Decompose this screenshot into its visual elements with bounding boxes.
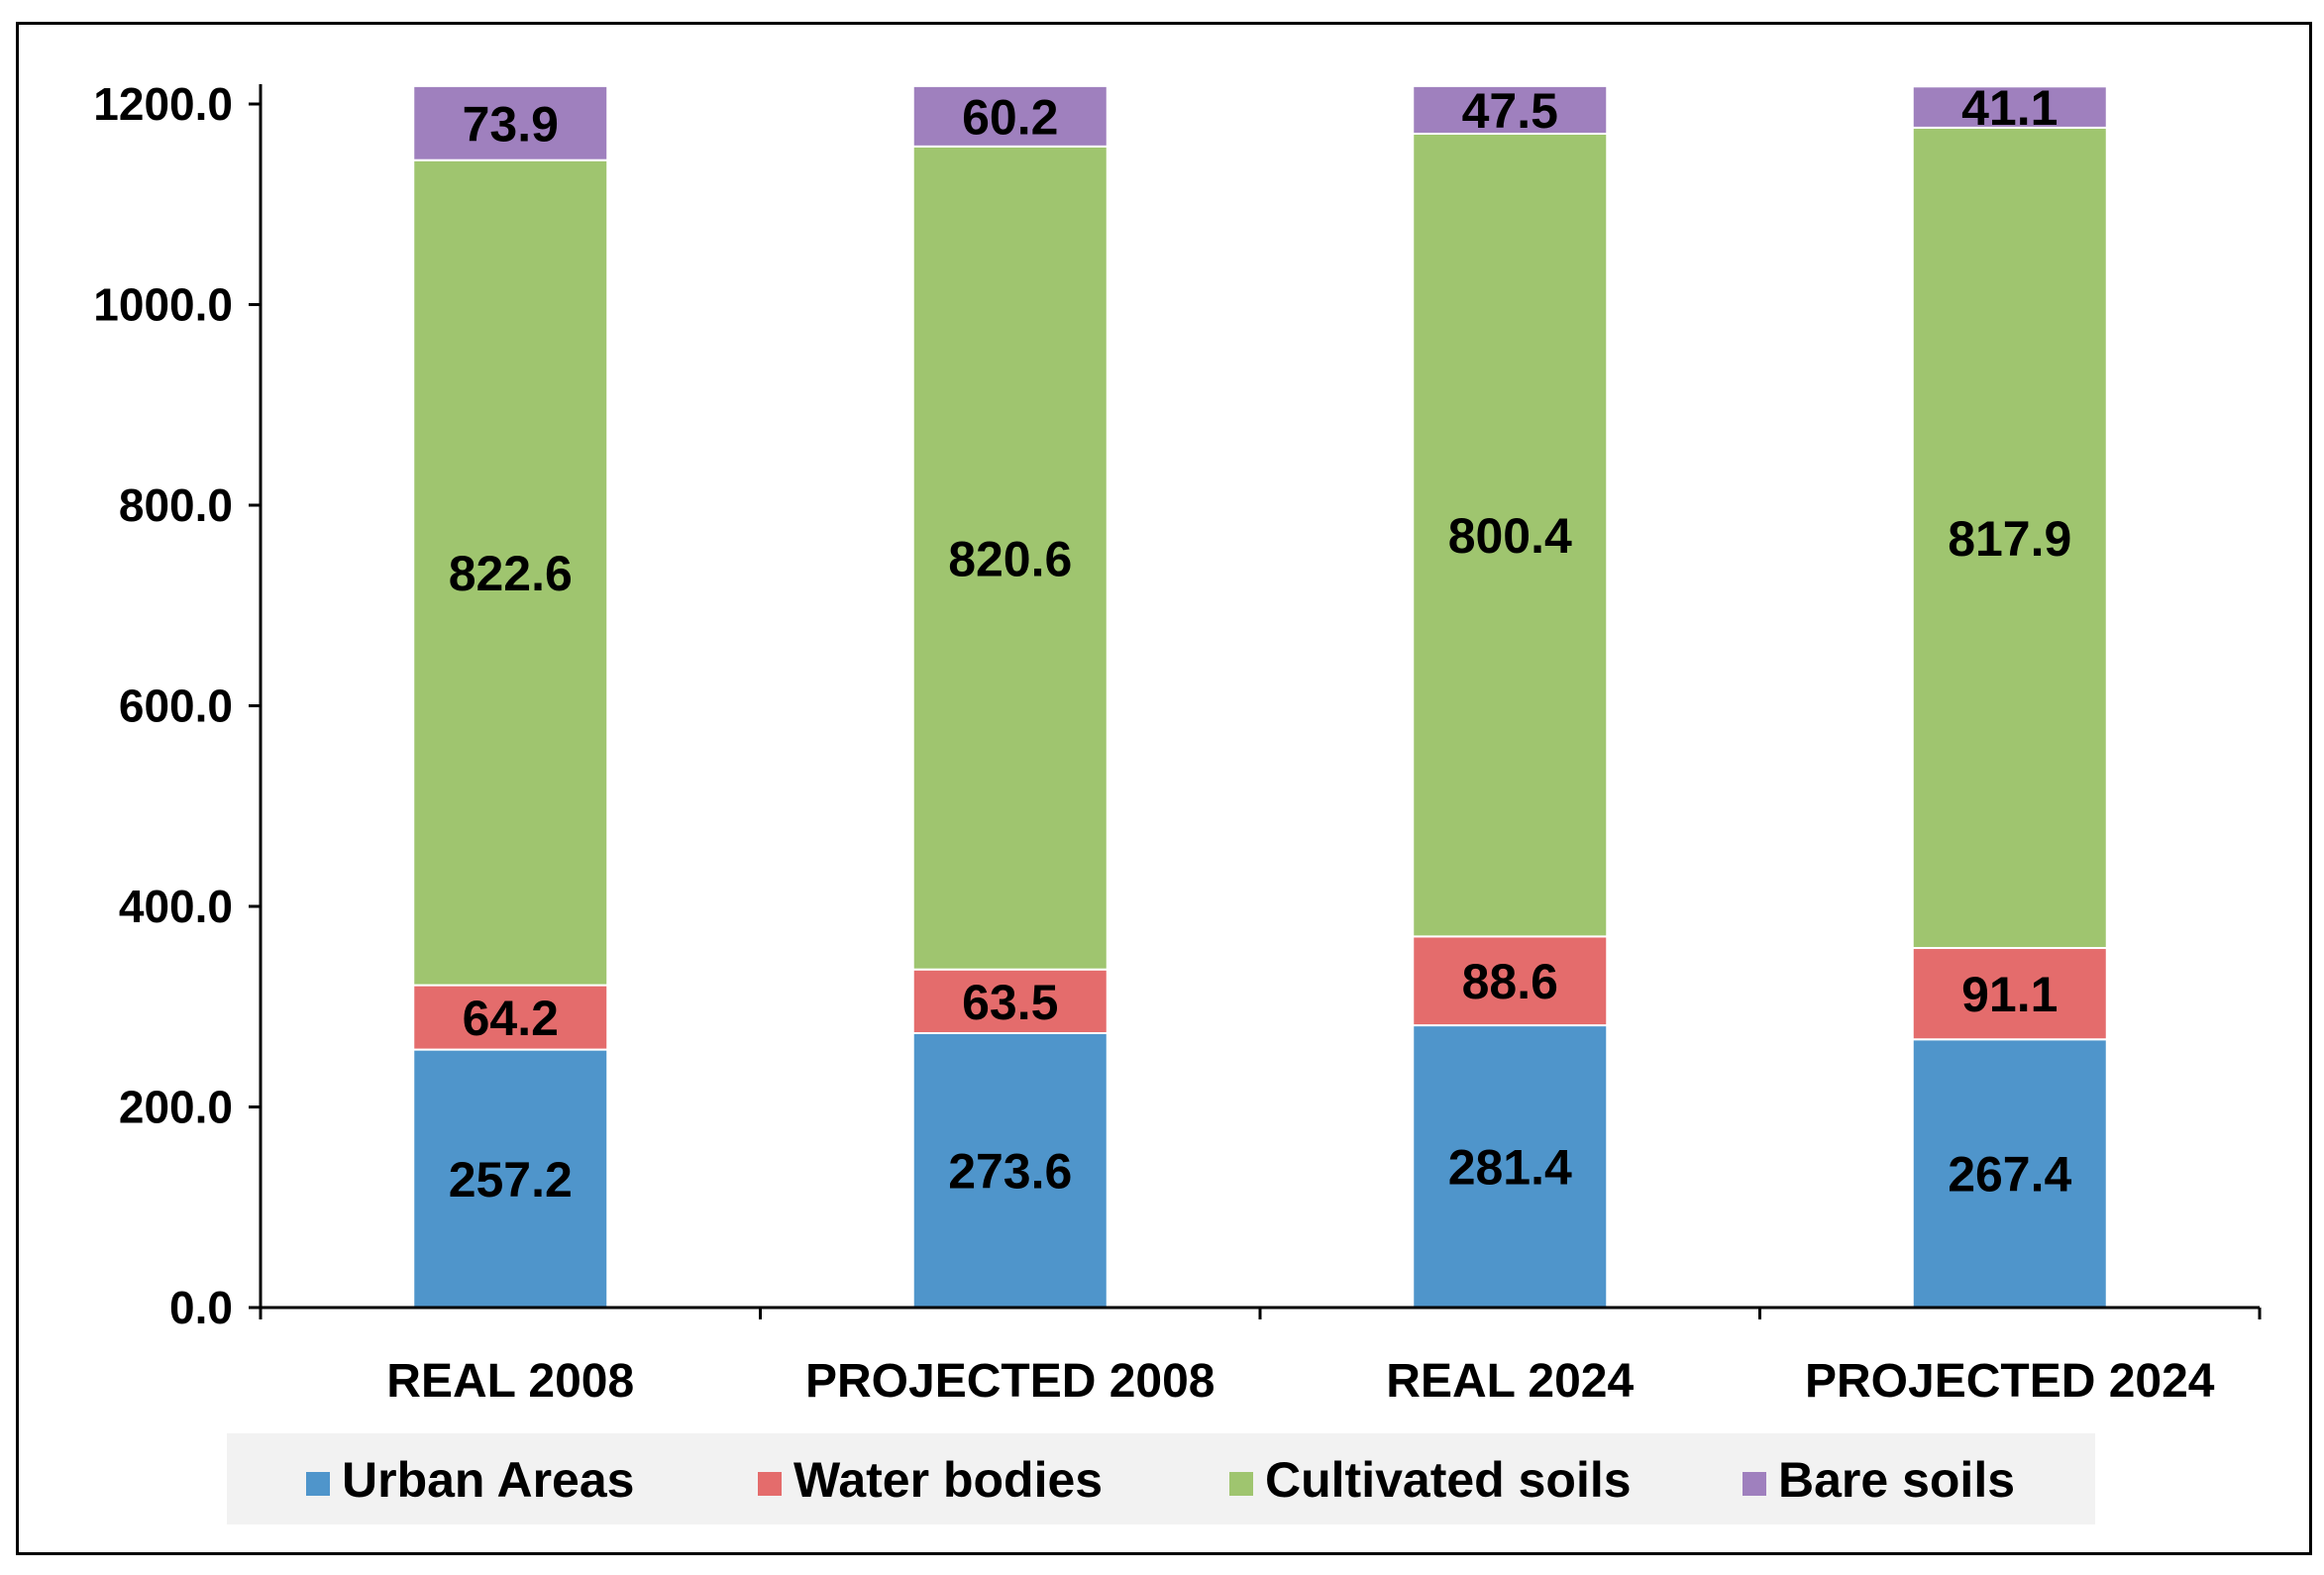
bar-segment	[412, 984, 609, 1051]
data-label: 47.5	[1462, 83, 1558, 139]
bar-segment	[1911, 1038, 2108, 1309]
y-tick-label: 0.0	[169, 1282, 233, 1333]
bar-segment	[412, 1048, 609, 1309]
y-tick-label: 200.0	[119, 1082, 233, 1133]
y-tick-label: 1200.0	[93, 78, 233, 130]
legend-entry-label: Urban Areas	[342, 1452, 634, 1508]
data-label: 267.4	[1948, 1147, 2071, 1203]
data-label: 820.6	[948, 531, 1072, 586]
data-label: 273.6	[948, 1143, 1072, 1199]
y-tick-label: 800.0	[119, 479, 233, 531]
legend-swatch	[306, 1472, 330, 1496]
bar-segment	[412, 158, 609, 987]
data-label: 41.1	[1961, 80, 2058, 136]
data-label: 817.9	[1948, 511, 2071, 567]
x-category-label: PROJECTED 2024	[1805, 1355, 2215, 1408]
legend-entry-label: Cultivated soils	[1265, 1452, 1632, 1508]
data-label: 64.2	[463, 991, 559, 1046]
x-category-label: REAL 2008	[386, 1355, 634, 1408]
data-labels: 257.2 64.2 822.6 73.9 273.6 63.5 820.6 60.2 281.…	[449, 80, 2072, 1208]
bar-segment	[911, 84, 1109, 148]
legend-swatch	[758, 1472, 782, 1496]
bar-segment	[412, 84, 609, 161]
bar-segment	[1412, 935, 1609, 1027]
y-axis: 0.0 200.0 400.0 600.0 800.0 1000.0 1200.0	[93, 78, 263, 1333]
chart-frame: 0.0 200.0 400.0 600.0 800.0 1000.0 1200.0 257.…	[16, 22, 2312, 1555]
stacked-bar-chart: 0.0 200.0 400.0 600.0 800.0 1000.0 1200.0 257.…	[93, 78, 2262, 1524]
data-label: 257.2	[449, 1152, 573, 1208]
legend-swatch	[1743, 1472, 1766, 1496]
data-label: 88.6	[1462, 954, 1558, 1009]
data-label: 822.6	[449, 546, 573, 601]
data-label: 73.9	[463, 96, 559, 152]
legend-swatch	[1229, 1472, 1253, 1496]
bar-segment	[1412, 84, 1609, 135]
data-label: 800.4	[1448, 508, 1572, 564]
legend-entry-label: Bare soils	[1778, 1452, 2015, 1508]
bar-segment	[911, 1031, 1109, 1309]
data-label: 60.2	[962, 89, 1058, 145]
data-label: 281.4	[1448, 1140, 1572, 1196]
legend-background	[227, 1433, 2095, 1524]
bar-segment	[1911, 85, 2108, 129]
bar-segment	[1911, 126, 2108, 950]
data-label: 91.1	[1961, 967, 2058, 1022]
y-tick-label: 1000.0	[93, 279, 233, 331]
legend-entry-label: Water bodies	[793, 1452, 1103, 1508]
bars	[412, 84, 2108, 1310]
data-label: 63.5	[962, 975, 1058, 1030]
y-tick-label: 600.0	[119, 681, 233, 732]
legend: Urban Areas Water bodies Cultivated soils B…	[227, 1433, 2095, 1524]
bar-segment	[1412, 132, 1609, 938]
y-tick-label: 400.0	[119, 881, 233, 932]
x-axis: REAL 2008 PROJECTED 2008 REAL 2024 PROJECTE…	[259, 1306, 2262, 1408]
x-category-label: REAL 2024	[1386, 1355, 1634, 1408]
x-category-label: PROJECTED 2008	[805, 1355, 1215, 1408]
